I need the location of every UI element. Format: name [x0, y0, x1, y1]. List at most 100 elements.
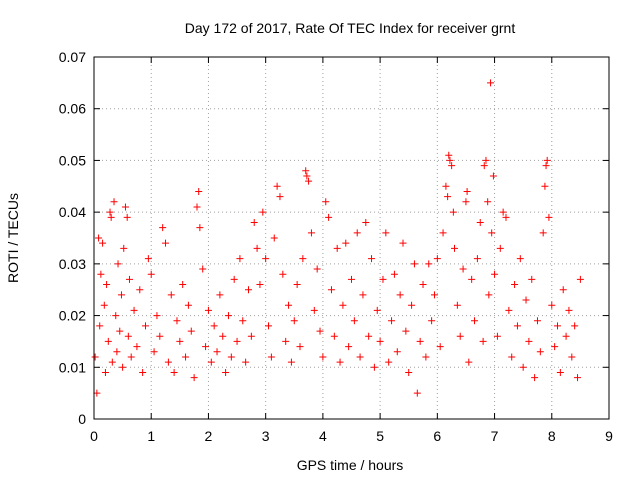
y-tick-label: 0.01 [59, 359, 86, 375]
data-point [419, 281, 427, 289]
data-point [370, 363, 378, 371]
data-point [210, 322, 218, 330]
data-point [336, 358, 344, 366]
data-point [310, 306, 318, 314]
data-point [459, 265, 467, 273]
data-point [525, 337, 533, 345]
data-point [362, 218, 370, 226]
data-point [247, 332, 255, 340]
data-point [230, 275, 238, 283]
data-point [176, 337, 184, 345]
data-point [99, 239, 107, 247]
data-point [516, 255, 524, 263]
data-point [489, 172, 497, 180]
data-point [385, 358, 393, 366]
data-point [170, 368, 178, 376]
data-point [479, 337, 487, 345]
data-points [91, 79, 584, 397]
data-point [505, 306, 513, 314]
data-point [325, 213, 333, 221]
data-point [107, 213, 115, 221]
data-point [446, 156, 454, 164]
data-point [528, 275, 536, 283]
data-point [511, 281, 519, 289]
data-point [242, 358, 250, 366]
data-point [359, 291, 367, 299]
data-point [376, 337, 384, 345]
data-point [106, 208, 114, 216]
data-point [270, 234, 278, 242]
data-point [124, 332, 132, 340]
data-point [96, 322, 104, 330]
data-point [565, 306, 573, 314]
data-point [439, 229, 447, 237]
data-point [551, 343, 559, 351]
data-point [319, 353, 327, 361]
data-point [539, 229, 547, 237]
data-point [195, 187, 203, 195]
data-point [127, 353, 135, 361]
y-axis-title: ROTI / TECUs [5, 193, 21, 283]
data-point [541, 182, 549, 190]
data-point [120, 244, 128, 252]
data-point [368, 255, 376, 263]
y-tick-label: 0.02 [59, 308, 86, 324]
data-point [554, 322, 561, 330]
data-point [562, 332, 570, 340]
data-point [282, 337, 290, 345]
data-point [436, 343, 444, 351]
data-point [345, 343, 353, 351]
data-point [296, 343, 304, 351]
data-point [468, 275, 476, 283]
data-point [327, 286, 335, 294]
data-point [322, 198, 330, 206]
x-tick-label: 4 [319, 428, 327, 444]
data-point [574, 374, 582, 382]
data-point [451, 244, 458, 252]
data-point [388, 317, 396, 325]
data-point [416, 337, 424, 345]
data-point [342, 239, 350, 247]
data-point [139, 368, 147, 376]
data-point [164, 358, 172, 366]
data-point [307, 229, 315, 237]
data-point [568, 353, 576, 361]
data-point [259, 208, 267, 216]
data-point [113, 348, 121, 356]
data-point [156, 332, 164, 340]
data-point [339, 301, 347, 309]
data-point [536, 348, 544, 356]
data-point [162, 239, 170, 247]
data-point [179, 281, 187, 289]
data-point [365, 332, 373, 340]
data-point [465, 358, 473, 366]
data-point [103, 281, 111, 289]
data-point [153, 312, 161, 320]
data-point [182, 353, 190, 361]
data-point [233, 337, 241, 345]
data-point [95, 234, 103, 242]
data-point [253, 244, 261, 252]
data-point [196, 224, 204, 232]
data-point [471, 317, 479, 325]
data-point [216, 291, 224, 299]
data-point [303, 172, 311, 180]
data-point [393, 348, 401, 356]
y-tick-label: 0.03 [59, 256, 86, 272]
data-point [167, 291, 175, 299]
data-point [265, 322, 273, 330]
data-point [262, 255, 270, 263]
y-tick-label: 0.04 [59, 204, 86, 220]
x-tick-label: 9 [605, 428, 613, 444]
data-point [199, 265, 207, 273]
data-point [150, 348, 158, 356]
data-point [408, 301, 416, 309]
data-point [445, 151, 453, 159]
data-point [433, 255, 441, 263]
data-point [222, 368, 230, 376]
x-tick-label: 0 [90, 428, 98, 444]
data-point [273, 182, 281, 190]
data-point [402, 327, 410, 335]
y-tick-label: 0.07 [59, 49, 86, 65]
